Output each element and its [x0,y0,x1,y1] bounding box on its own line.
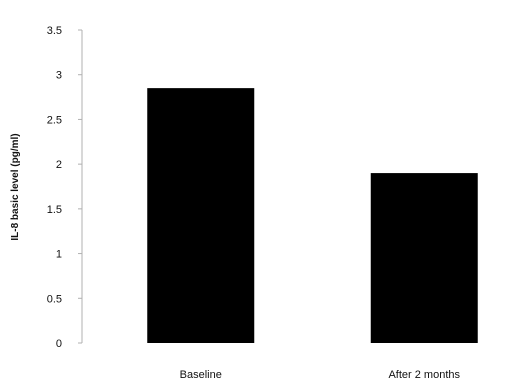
y-tick-label: 1.5 [47,204,62,216]
bars [147,88,478,343]
x-category-label: After 2 months [388,369,460,381]
y-tick-label: 2.5 [47,114,62,126]
y-tick-label: 2 [56,159,62,171]
y-axis-title: IL-8 basic level (pg/ml) [10,133,21,240]
x-category-label: Baseline [180,369,222,381]
y-tick-label: 1 [56,249,62,261]
y-tick-label: 0 [56,338,62,350]
bar-baseline [147,88,255,343]
y-axis-ticks: 0 0.5 1 1.5 2 2.5 3 3.5 [47,25,82,350]
y-tick-label: 0.5 [47,293,62,305]
x-axis-labels: Baseline After 2 months [180,369,461,381]
y-tick-label: 3.5 [47,25,62,37]
bar-after-2-months [370,173,478,343]
y-tick-label: 3 [56,70,62,82]
